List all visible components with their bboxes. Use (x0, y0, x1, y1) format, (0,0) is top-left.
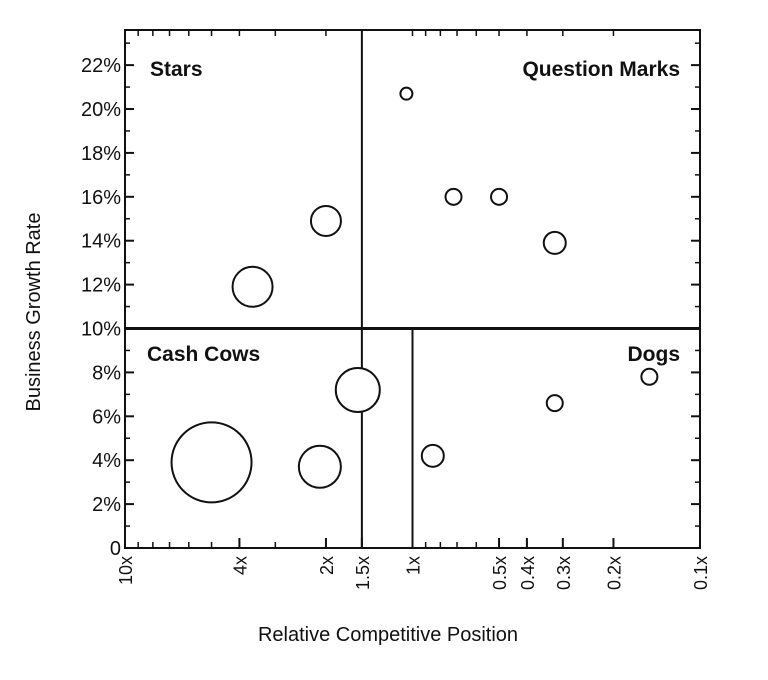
x-tick-label: 0.3x (554, 556, 574, 590)
y-tick-label: 6% (92, 406, 121, 428)
y-tick-label: 4% (92, 450, 121, 472)
bubble (542, 230, 567, 255)
quadrant-label-cash-cows: Cash Cows (147, 343, 260, 366)
x-tick-label: 1x (404, 556, 424, 575)
bubble (545, 394, 564, 413)
x-tick-label: 0.2x (604, 556, 624, 590)
y-tick-label: 8% (92, 362, 121, 384)
y-axis-title: Business Growth Rate (23, 213, 45, 412)
x-tick-label: 1.5x (353, 556, 373, 590)
y-tick-label: 20% (81, 99, 121, 121)
x-axis: 10x 4x 2x 1.5x 1x 0.5x 0.4x 0.3x 0.2x 0.1x (116, 30, 711, 590)
bubble (231, 265, 274, 308)
bubble (170, 421, 253, 504)
y-tick-label: 22% (81, 55, 121, 77)
quadrant-label-question-marks: Question Marks (522, 58, 680, 81)
x-tick-label: 4x (230, 556, 250, 575)
bubble (420, 443, 445, 468)
x-tick-label: 0.5x (490, 556, 510, 590)
x-tick-label: 0.4x (518, 556, 538, 590)
quadrant-label-dogs: Dogs (628, 343, 681, 366)
x-tick-label: 0.1x (691, 556, 711, 590)
y-tick-label: 12% (81, 275, 121, 297)
bubble (334, 366, 381, 413)
bubble (640, 367, 659, 386)
bubble (490, 187, 509, 206)
bubble (399, 86, 414, 101)
y-tick-label: 2% (92, 494, 121, 516)
y-tick-label: 14% (81, 231, 121, 253)
x-axis-title: Relative Competitive Position (258, 624, 518, 646)
y-tick-label: 18% (81, 143, 121, 165)
bubble (297, 444, 342, 489)
quadrant-label-stars: Stars (150, 58, 203, 81)
x-tick-label: 10x (116, 556, 136, 585)
y-tick-label: 16% (81, 187, 121, 209)
x-tick-label: 2x (317, 556, 337, 575)
bubble (309, 204, 342, 237)
bubble-series (170, 86, 659, 504)
y-tick-label: 0 (110, 538, 121, 560)
y-axis: 0 2% 4% 6% 8% 10% 12% 14% 16% 18% 20% 22% (81, 42, 700, 560)
bubble (444, 187, 463, 206)
y-tick-label: 10% (81, 319, 121, 341)
